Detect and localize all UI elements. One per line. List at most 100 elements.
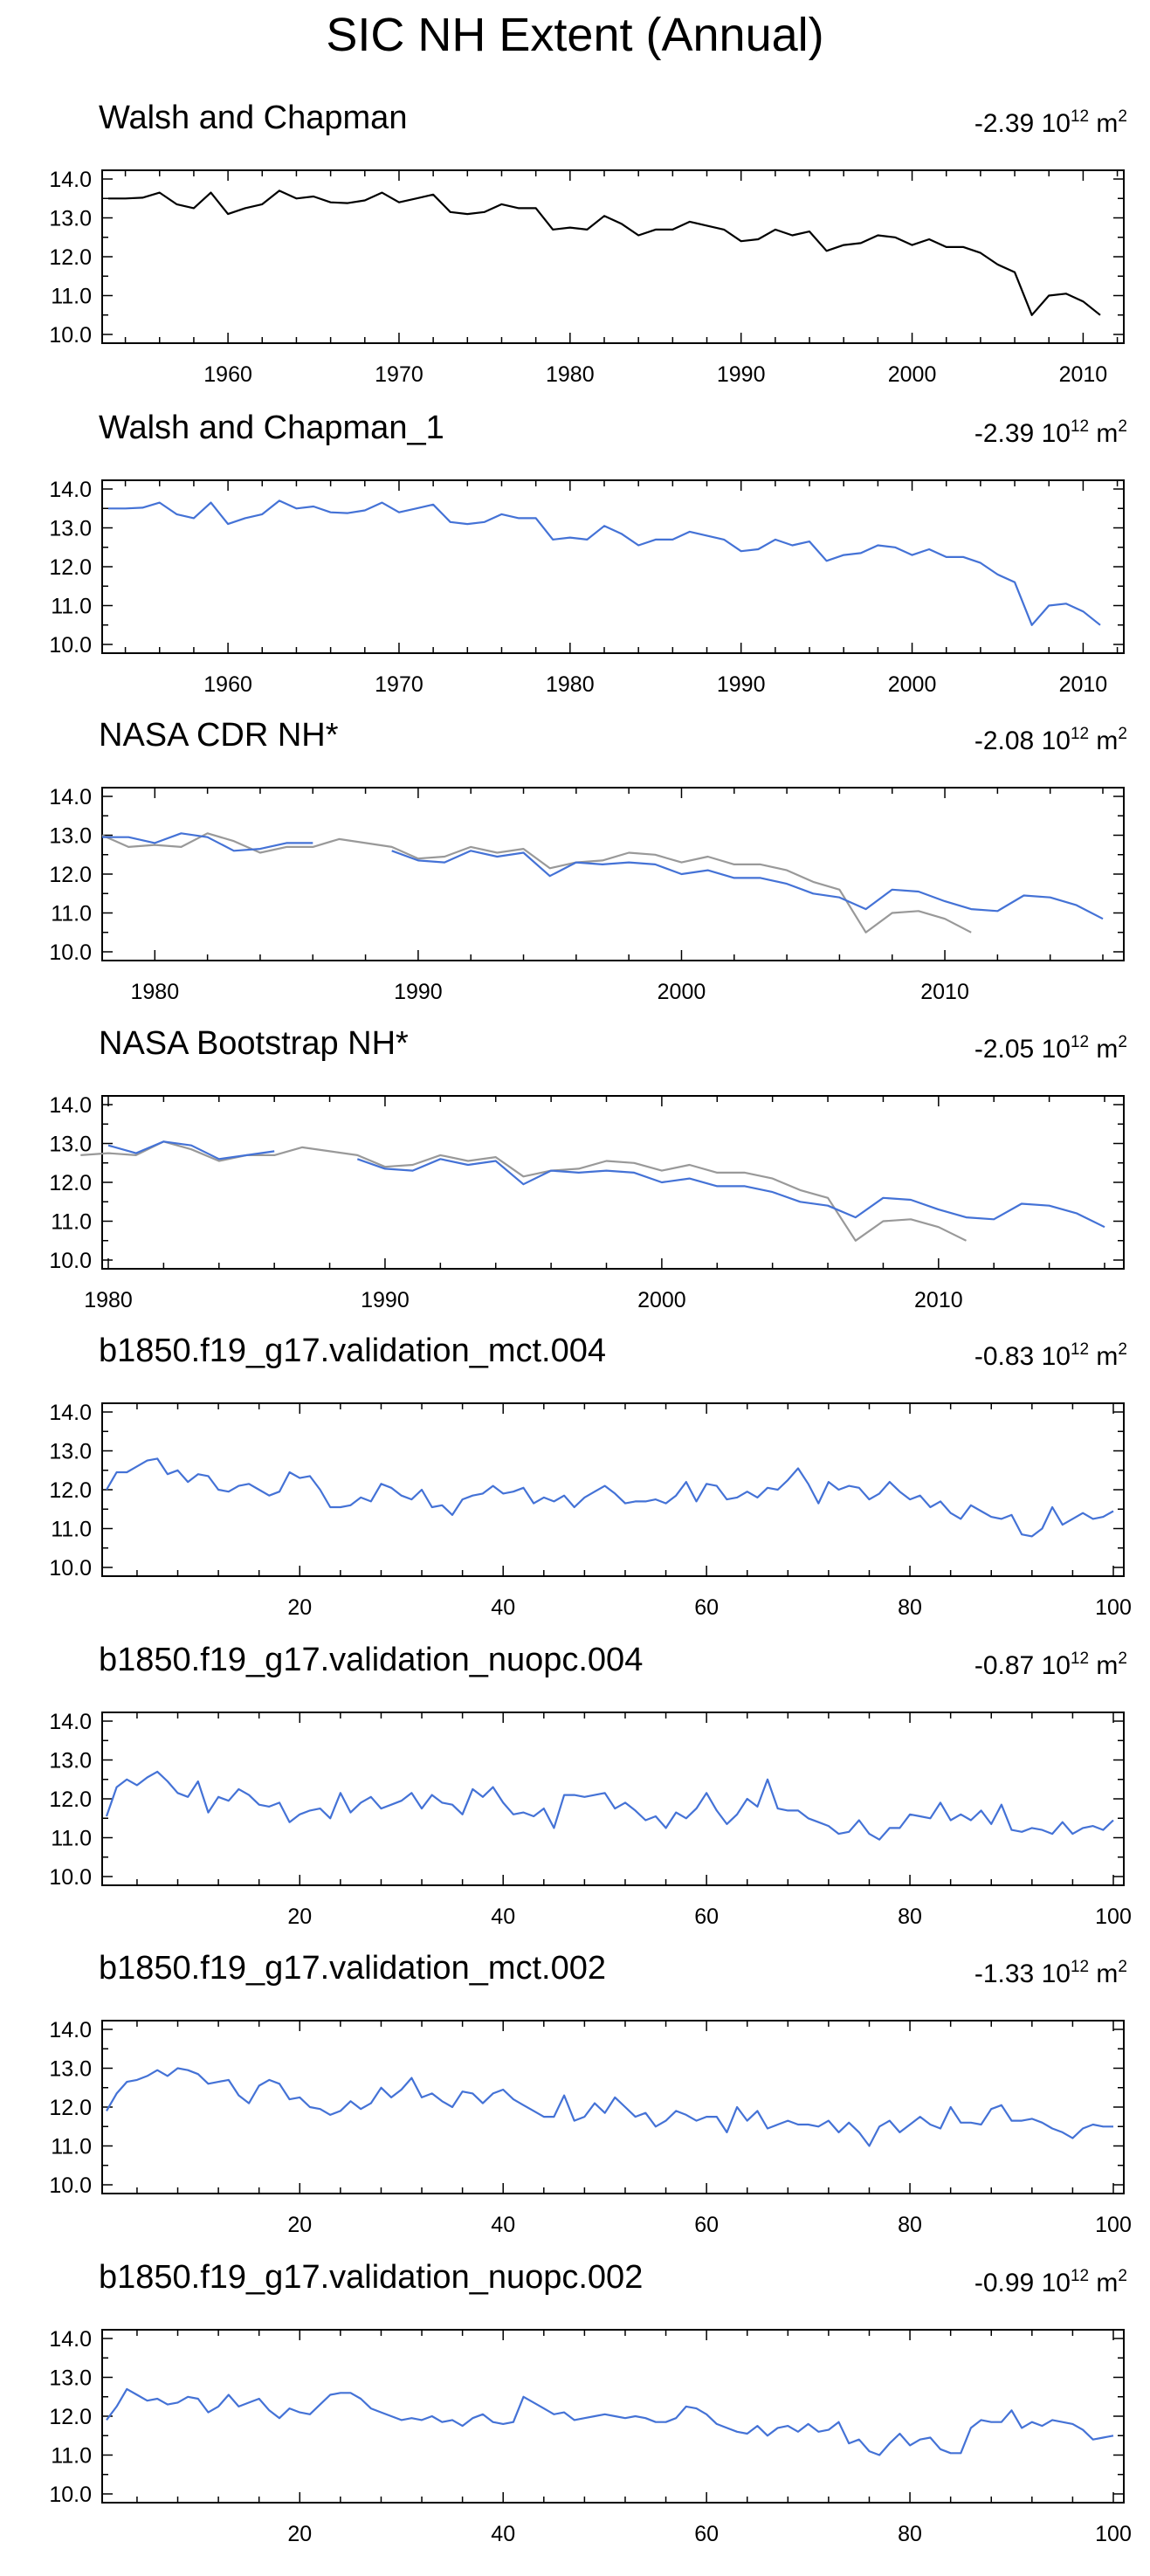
trend-unit: m (1096, 1651, 1119, 1680)
y-tick-label: 12.0 (49, 1171, 92, 1195)
trend-value: -1.33 (974, 1960, 1035, 1988)
plot-frame (101, 1402, 1125, 1577)
trend-base: 10 (1041, 1651, 1071, 1680)
trend-value: -2.08 (974, 727, 1035, 755)
trend-base: 10 (1041, 1342, 1071, 1371)
chart-panel: NASA Bootstrap NH* -2.05 1012 m2 10.0 11.0 1… (0, 1022, 1150, 1327)
trend-unit: m (1096, 1035, 1119, 1064)
x-tick-label: 1990 (394, 980, 443, 1004)
y-tick-label: 10.0 (49, 1865, 92, 1890)
y-tick-label: 10.0 (49, 940, 92, 965)
x-tick-label: 100 (1095, 1904, 1132, 1929)
trend-base: 10 (1041, 1035, 1071, 1064)
chart-plot: 10.0 11.0 12.0 13.0 14.0 20 40 60 80 100 (49, 1401, 1132, 1620)
chart-plot: 10.0 11.0 12.0 13.0 14.0 20 40 60 80 100 (49, 2018, 1132, 2237)
x-tick-label: 2010 (1059, 362, 1108, 387)
y-tick-label: 13.0 (49, 1749, 92, 1774)
trend-unit-exponent: 2 (1118, 2267, 1127, 2285)
y-tick-label: 10.0 (49, 1249, 92, 1273)
x-tick-label: 1990 (717, 672, 766, 697)
chart-panel: Walsh and Chapman_1 -2.39 1012 m2 10.0 11.0… (0, 406, 1150, 712)
series-line (107, 1140, 275, 1161)
trend-base: 10 (1041, 2269, 1071, 2297)
chart-title: NASA CDR NH* (99, 717, 339, 754)
x-tick-label: 1980 (546, 362, 595, 387)
x-tick-label: 2000 (888, 672, 937, 697)
trend-exponent: 12 (1070, 417, 1090, 436)
chart-title: b1850.f19_g17.validation_nuopc.004 (99, 1642, 644, 1678)
trend-base: 10 (1041, 1960, 1071, 1988)
x-tick-label: 2000 (888, 362, 937, 387)
trend-unit: m (1096, 1342, 1119, 1371)
trend-unit-exponent: 2 (1118, 1340, 1127, 1359)
y-tick-label: 10.0 (49, 1556, 92, 1581)
chart-panel: b1850.f19_g17.validation_nuopc.002 -0.99 … (0, 2256, 1150, 2561)
chart-title: b1850.f19_g17.validation_nuopc.002 (99, 2259, 644, 2296)
x-tick-label: 1960 (203, 362, 252, 387)
trend-unit: m (1096, 109, 1119, 138)
chart-panel: NASA CDR NH* -2.08 1012 m2 10.0 11.0 12.0 13.… (0, 713, 1150, 1019)
x-tick-label: 2010 (920, 980, 969, 1004)
x-tick-label: 2010 (914, 1288, 963, 1312)
y-tick-label: 11.0 (51, 902, 92, 926)
series-line (108, 499, 1101, 626)
trend-value: -0.99 (974, 2269, 1035, 2297)
series-line (80, 1140, 967, 1242)
y-tick-label: 12.0 (49, 1787, 92, 1812)
y-tick-label: 11.0 (51, 1210, 92, 1235)
y-tick-label: 13.0 (49, 824, 92, 849)
y-tick-label: 13.0 (49, 207, 92, 231)
y-tick-label: 13.0 (49, 2057, 92, 2082)
x-tick-label: 20 (287, 2522, 312, 2546)
chart-plot: 10.0 11.0 12.0 13.0 14.0 20 40 60 80 100 (49, 2327, 1132, 2546)
y-tick-label: 12.0 (49, 863, 92, 887)
trend-unit: m (1096, 727, 1119, 755)
trend-unit-exponent: 2 (1118, 1033, 1127, 1051)
trend-unit: m (1096, 2269, 1119, 2297)
trend-label: -0.83 1012 m2 (974, 1340, 1127, 1378)
y-tick-label: 13.0 (49, 517, 92, 541)
trend-base: 10 (1041, 419, 1071, 448)
y-tick-label: 11.0 (51, 2444, 92, 2469)
x-tick-label: 60 (694, 1595, 719, 1620)
trend-value: -2.39 (974, 419, 1035, 448)
chart-panel: b1850.f19_g17.validation_mct.002 -1.33 10… (0, 1946, 1150, 2252)
trend-unit-exponent: 2 (1118, 1650, 1127, 1668)
x-tick-label: 1990 (361, 1288, 410, 1312)
y-tick-label: 12.0 (49, 245, 92, 270)
series-line (356, 1158, 1105, 1229)
y-tick-label: 11.0 (51, 1518, 92, 1542)
trend-exponent: 12 (1070, 1958, 1090, 1976)
y-tick-label: 11.0 (51, 595, 92, 619)
trend-unit-exponent: 2 (1118, 417, 1127, 436)
y-tick-label: 13.0 (49, 1133, 92, 1157)
trend-unit-exponent: 2 (1118, 725, 1127, 743)
chart-title: NASA Bootstrap NH* (99, 1025, 409, 1062)
trend-value: -0.83 (974, 1342, 1035, 1371)
x-tick-label: 2010 (1059, 672, 1108, 697)
trend-label: -2.39 1012 m2 (974, 417, 1127, 455)
y-tick-label: 11.0 (51, 2135, 92, 2159)
y-tick-label: 14.0 (49, 785, 92, 809)
y-tick-label: 10.0 (49, 633, 92, 658)
y-tick-label: 14.0 (49, 2327, 92, 2352)
x-tick-label: 100 (1095, 2522, 1132, 2546)
trend-exponent: 12 (1070, 1650, 1090, 1668)
y-tick-label: 10.0 (49, 323, 92, 348)
y-tick-label: 14.0 (49, 1093, 92, 1118)
y-tick-label: 10.0 (49, 2483, 92, 2507)
series-line (108, 189, 1101, 316)
trend-base: 10 (1041, 109, 1071, 138)
x-tick-label: 40 (491, 2213, 515, 2237)
y-tick-label: 12.0 (49, 2405, 92, 2429)
trend-label: -0.87 1012 m2 (974, 1649, 1127, 1687)
x-tick-label: 100 (1095, 2213, 1132, 2237)
series-line (106, 2387, 1114, 2456)
chart-title: Walsh and Chapman (99, 100, 408, 136)
y-tick-label: 14.0 (49, 478, 92, 502)
trend-exponent: 12 (1070, 2267, 1090, 2285)
chart-plot: 10.0 11.0 12.0 13.0 14.0 1960 1970 1980 1990 2000… (49, 168, 1125, 387)
x-tick-label: 80 (898, 1595, 922, 1620)
x-tick-label: 40 (491, 2522, 515, 2546)
trend-exponent: 12 (1070, 1340, 1090, 1359)
